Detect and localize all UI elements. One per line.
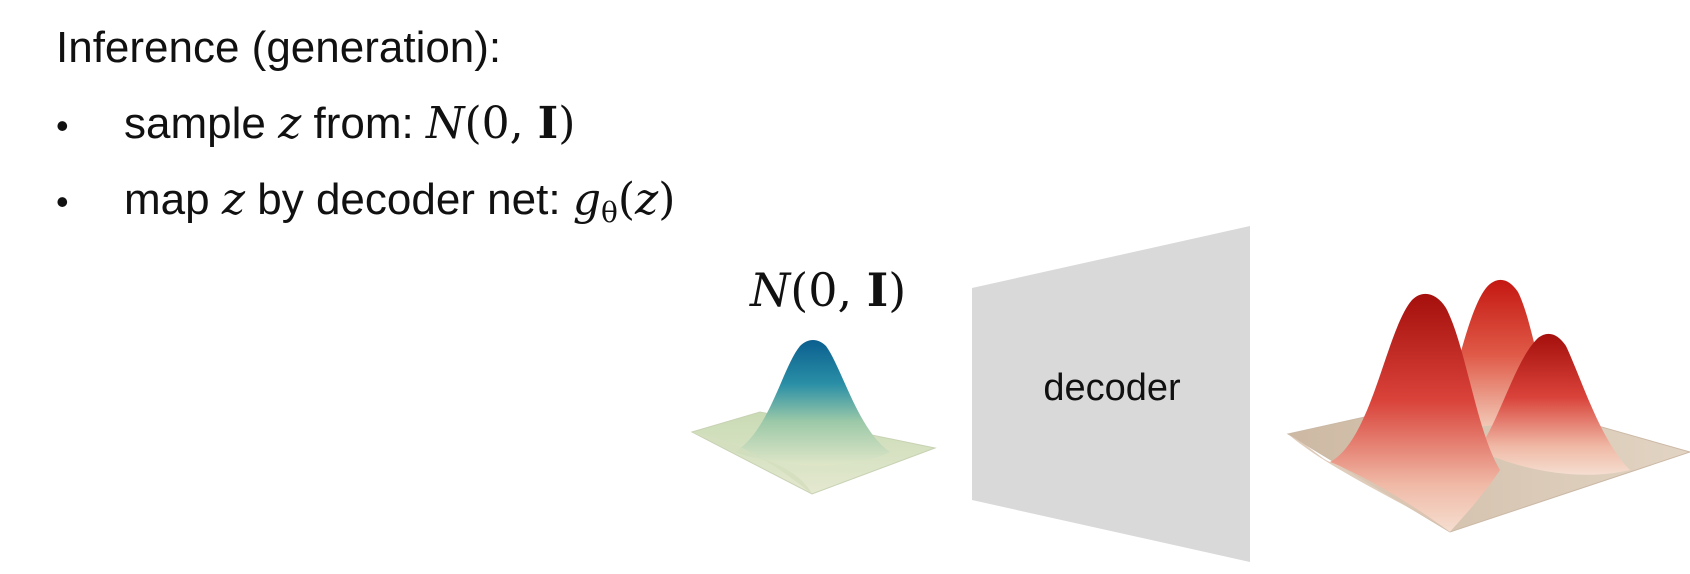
prior-gaussian-surface: [690, 340, 937, 495]
decoder-block: [972, 226, 1250, 562]
bullet-map: • map z by decoder net: gθ(z): [56, 172, 675, 241]
bullet-text-before: map: [124, 175, 210, 224]
normal-distribution-expression: N(0, I): [425, 98, 576, 149]
bullet-text-after: from:: [313, 99, 414, 148]
bullet-marker: •: [56, 181, 69, 222]
variable-z: z: [278, 98, 302, 149]
decoder-label: decoder: [1043, 367, 1181, 409]
slide-heading: Inference (generation):: [56, 23, 502, 72]
decoder-function-expression: gθ(z): [572, 174, 676, 229]
output-distribution-surface: [1286, 279, 1690, 533]
bullet-text-before: sample: [124, 99, 266, 148]
bullet-sample: • sample z from: N(0, I): [56, 96, 575, 154]
variable-z: z: [221, 174, 246, 225]
bullet-text-after: by decoder net:: [257, 175, 561, 224]
prior-distribution-label: N(0, I): [750, 263, 907, 317]
bullet-marker: •: [56, 105, 69, 146]
